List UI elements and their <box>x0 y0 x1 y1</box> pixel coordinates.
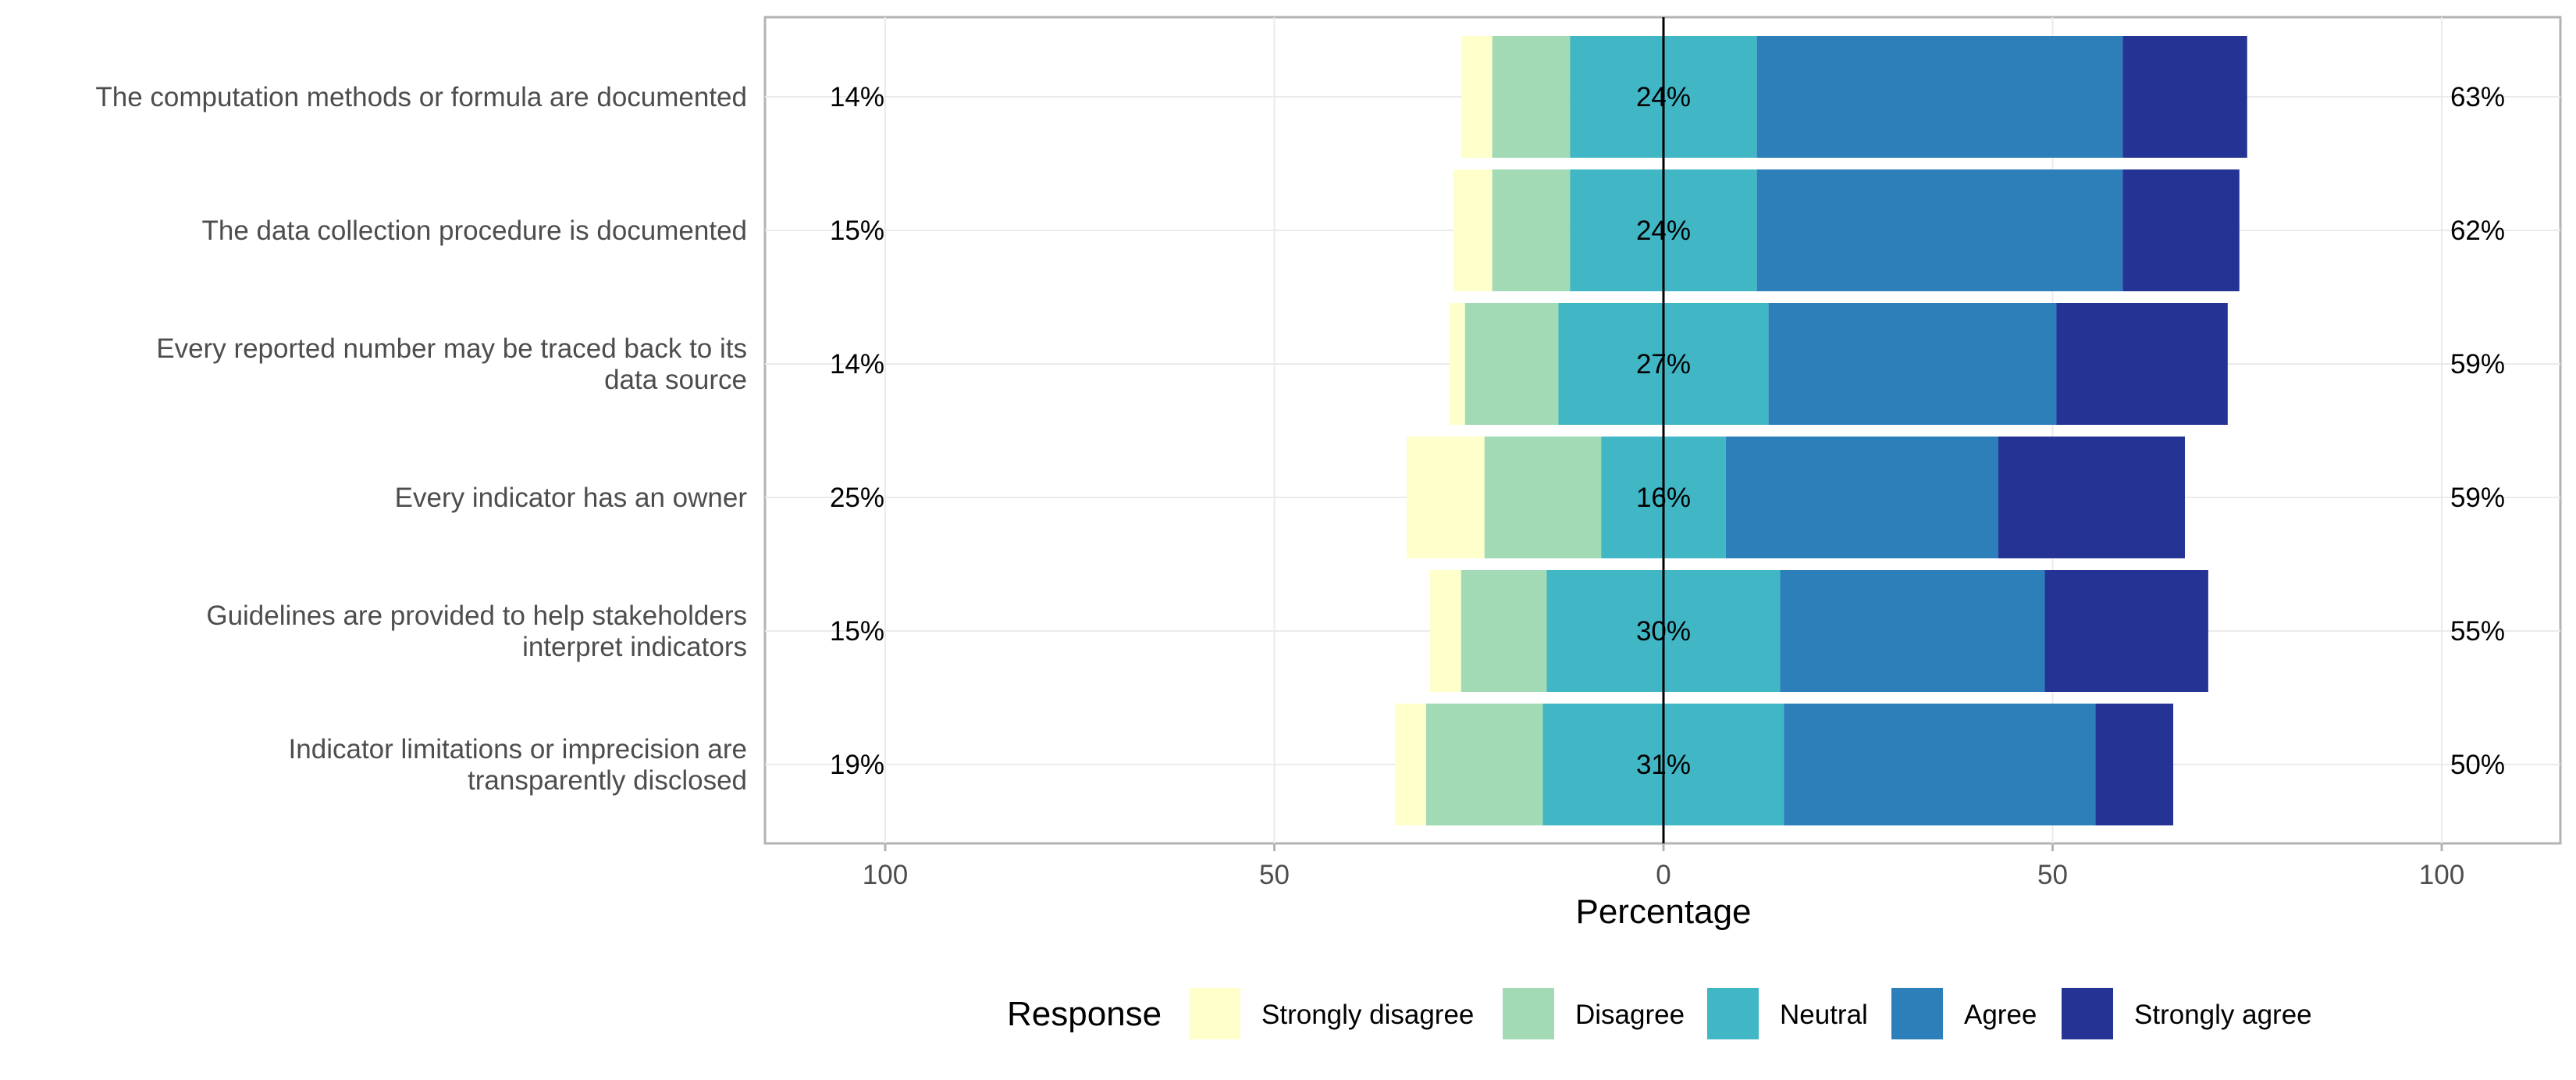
bar-segment <box>2122 36 2247 158</box>
neutral-percent-label: 16% <box>1636 483 1691 513</box>
bar-segment <box>1756 169 2123 291</box>
bar-segment <box>1429 570 1461 692</box>
bar-segment <box>1461 570 1547 692</box>
neutral-percent-label: 24% <box>1636 82 1691 112</box>
bar-segment <box>1780 570 2045 692</box>
left-percent-label: 19% <box>830 750 884 780</box>
bar-segment <box>1453 169 1493 291</box>
legend-title: Response <box>1007 995 1162 1033</box>
bar-segment <box>1449 303 1465 425</box>
legend-label: Disagree <box>1575 1000 1685 1030</box>
right-percent-label: 50% <box>2450 750 2505 780</box>
left-percent-label: 15% <box>830 616 884 647</box>
category-label: Every indicator has an owner <box>395 483 748 513</box>
neutral-percent-label: 31% <box>1636 750 1691 780</box>
legend-swatch <box>1890 986 1944 1041</box>
legend-label: Strongly disagree <box>1261 1000 1474 1030</box>
legend-swatch <box>1706 986 1760 1041</box>
bar-segment <box>1725 437 1998 558</box>
category-label: Every reported number may be traced back… <box>156 333 747 364</box>
bar-segment <box>2095 704 2174 825</box>
bar-segment <box>2044 570 2208 692</box>
category-label: data source <box>604 365 747 395</box>
category-label: Indicator limitations or imprecision are <box>289 734 747 765</box>
bar-segment <box>1998 437 2185 558</box>
category-label: interpret indicators <box>522 632 747 662</box>
x-axis-title: Percentage <box>1575 893 1751 931</box>
bar-segment <box>1784 704 2096 825</box>
x-tick-label: 100 <box>2419 860 2464 890</box>
bar-segment <box>2122 169 2240 291</box>
legend-label: Neutral <box>1780 1000 1868 1030</box>
left-percent-label: 15% <box>830 216 884 246</box>
x-tick-label: 50 <box>1259 860 1290 890</box>
left-percent-label: 25% <box>830 483 884 513</box>
legend-label: Agree <box>1964 1000 2037 1030</box>
neutral-percent-label: 27% <box>1636 349 1691 380</box>
bar-segment <box>1484 437 1602 558</box>
right-percent-label: 55% <box>2450 616 2505 647</box>
bar-segment <box>1492 36 1571 158</box>
bar-segment <box>1406 437 1485 558</box>
bar-segment <box>1768 303 2057 425</box>
category-label: The data collection procedure is documen… <box>202 216 747 246</box>
bar-segment <box>1492 169 1571 291</box>
legend-label: Strongly agree <box>2134 1000 2312 1030</box>
x-tick-label: 100 <box>863 860 908 890</box>
category-label: Guidelines are provided to help stakehol… <box>206 601 747 631</box>
right-percent-label: 63% <box>2450 82 2505 112</box>
bar-segment <box>1395 704 1426 825</box>
right-percent-label: 62% <box>2450 216 2505 246</box>
category-label: The computation methods or formula are d… <box>95 82 747 112</box>
right-percent-label: 59% <box>2450 483 2505 513</box>
category-label: transparently disclosed <box>468 765 747 796</box>
bar-segment <box>1461 36 1493 158</box>
bar-segment <box>2056 303 2228 425</box>
left-percent-label: 14% <box>830 82 884 112</box>
legend-swatch <box>1501 986 1556 1041</box>
x-tick-label: 50 <box>2037 860 2068 890</box>
neutral-percent-label: 30% <box>1636 616 1691 647</box>
bar-segment <box>1425 704 1543 825</box>
x-tick-label: 0 <box>1656 860 1670 890</box>
legend-swatch <box>2060 986 2115 1041</box>
right-percent-label: 59% <box>2450 349 2505 380</box>
neutral-percent-label: 24% <box>1636 216 1691 246</box>
bar-segment <box>1756 36 2123 158</box>
bar-segment <box>1464 303 1559 425</box>
left-percent-label: 14% <box>830 349 884 380</box>
legend-swatch <box>1187 986 1242 1041</box>
